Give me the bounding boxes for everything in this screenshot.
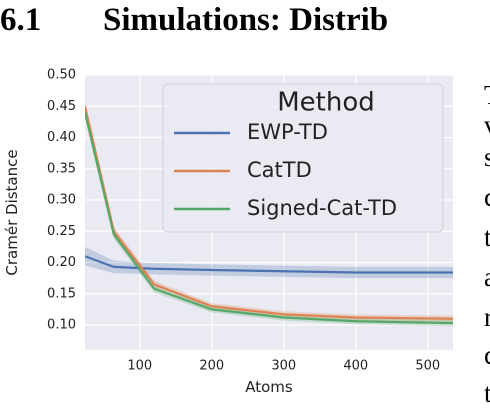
text-fragment: a bbox=[484, 262, 490, 292]
text-fragment: t bbox=[484, 222, 490, 252]
series-line bbox=[85, 112, 453, 325]
y-tick-label: 0.40 bbox=[47, 130, 76, 145]
y-tick-label: 0.15 bbox=[47, 286, 76, 301]
x-tick-label: 100 bbox=[127, 359, 152, 374]
chart: 0.10 0.15 0.20 0.25 0.30 0.35 0.40 0.45 0.50 100 2… bbox=[3, 68, 453, 396]
legend-label: CatTD bbox=[247, 158, 312, 182]
y-tick-label: 0.50 bbox=[47, 68, 76, 83]
text-fragment: t bbox=[484, 378, 490, 408]
section-number: 6.1 bbox=[0, 2, 41, 38]
x-axis-label: Atoms bbox=[245, 378, 293, 396]
y-tick-label: 0.30 bbox=[47, 193, 76, 208]
legend-label: EWP-TD bbox=[247, 120, 328, 144]
x-tick-label: 500 bbox=[415, 359, 440, 374]
y-tick-label: 0.45 bbox=[47, 99, 76, 114]
x-tick-label: 300 bbox=[271, 359, 296, 374]
text-fragment: v bbox=[484, 110, 490, 140]
text-fragment: c bbox=[484, 340, 490, 370]
text-fragment: r bbox=[484, 302, 490, 332]
plot-layer bbox=[85, 101, 453, 327]
x-tick-label: 200 bbox=[199, 359, 224, 374]
legend-label: Signed-Cat-TD bbox=[247, 196, 397, 220]
series-line bbox=[85, 255, 453, 274]
text-fragment: c bbox=[484, 182, 490, 212]
y-tick-label: 0.35 bbox=[47, 161, 76, 176]
text-fragment: T bbox=[484, 80, 490, 110]
y-tick-label: 0.20 bbox=[47, 255, 76, 270]
x-tick-label: 400 bbox=[343, 359, 368, 374]
legend-box bbox=[162, 83, 444, 233]
section-title: Simulations: Distrib bbox=[103, 2, 388, 38]
y-tick-label: 0.25 bbox=[47, 224, 76, 239]
body-text-fragment: Tvsctarct bbox=[484, 80, 490, 408]
text-fragment: s bbox=[484, 142, 490, 172]
legend-title: Method bbox=[277, 88, 375, 118]
y-axis-label: Cramér Distance bbox=[3, 149, 21, 275]
y-tick-label: 0.10 bbox=[47, 318, 76, 333]
